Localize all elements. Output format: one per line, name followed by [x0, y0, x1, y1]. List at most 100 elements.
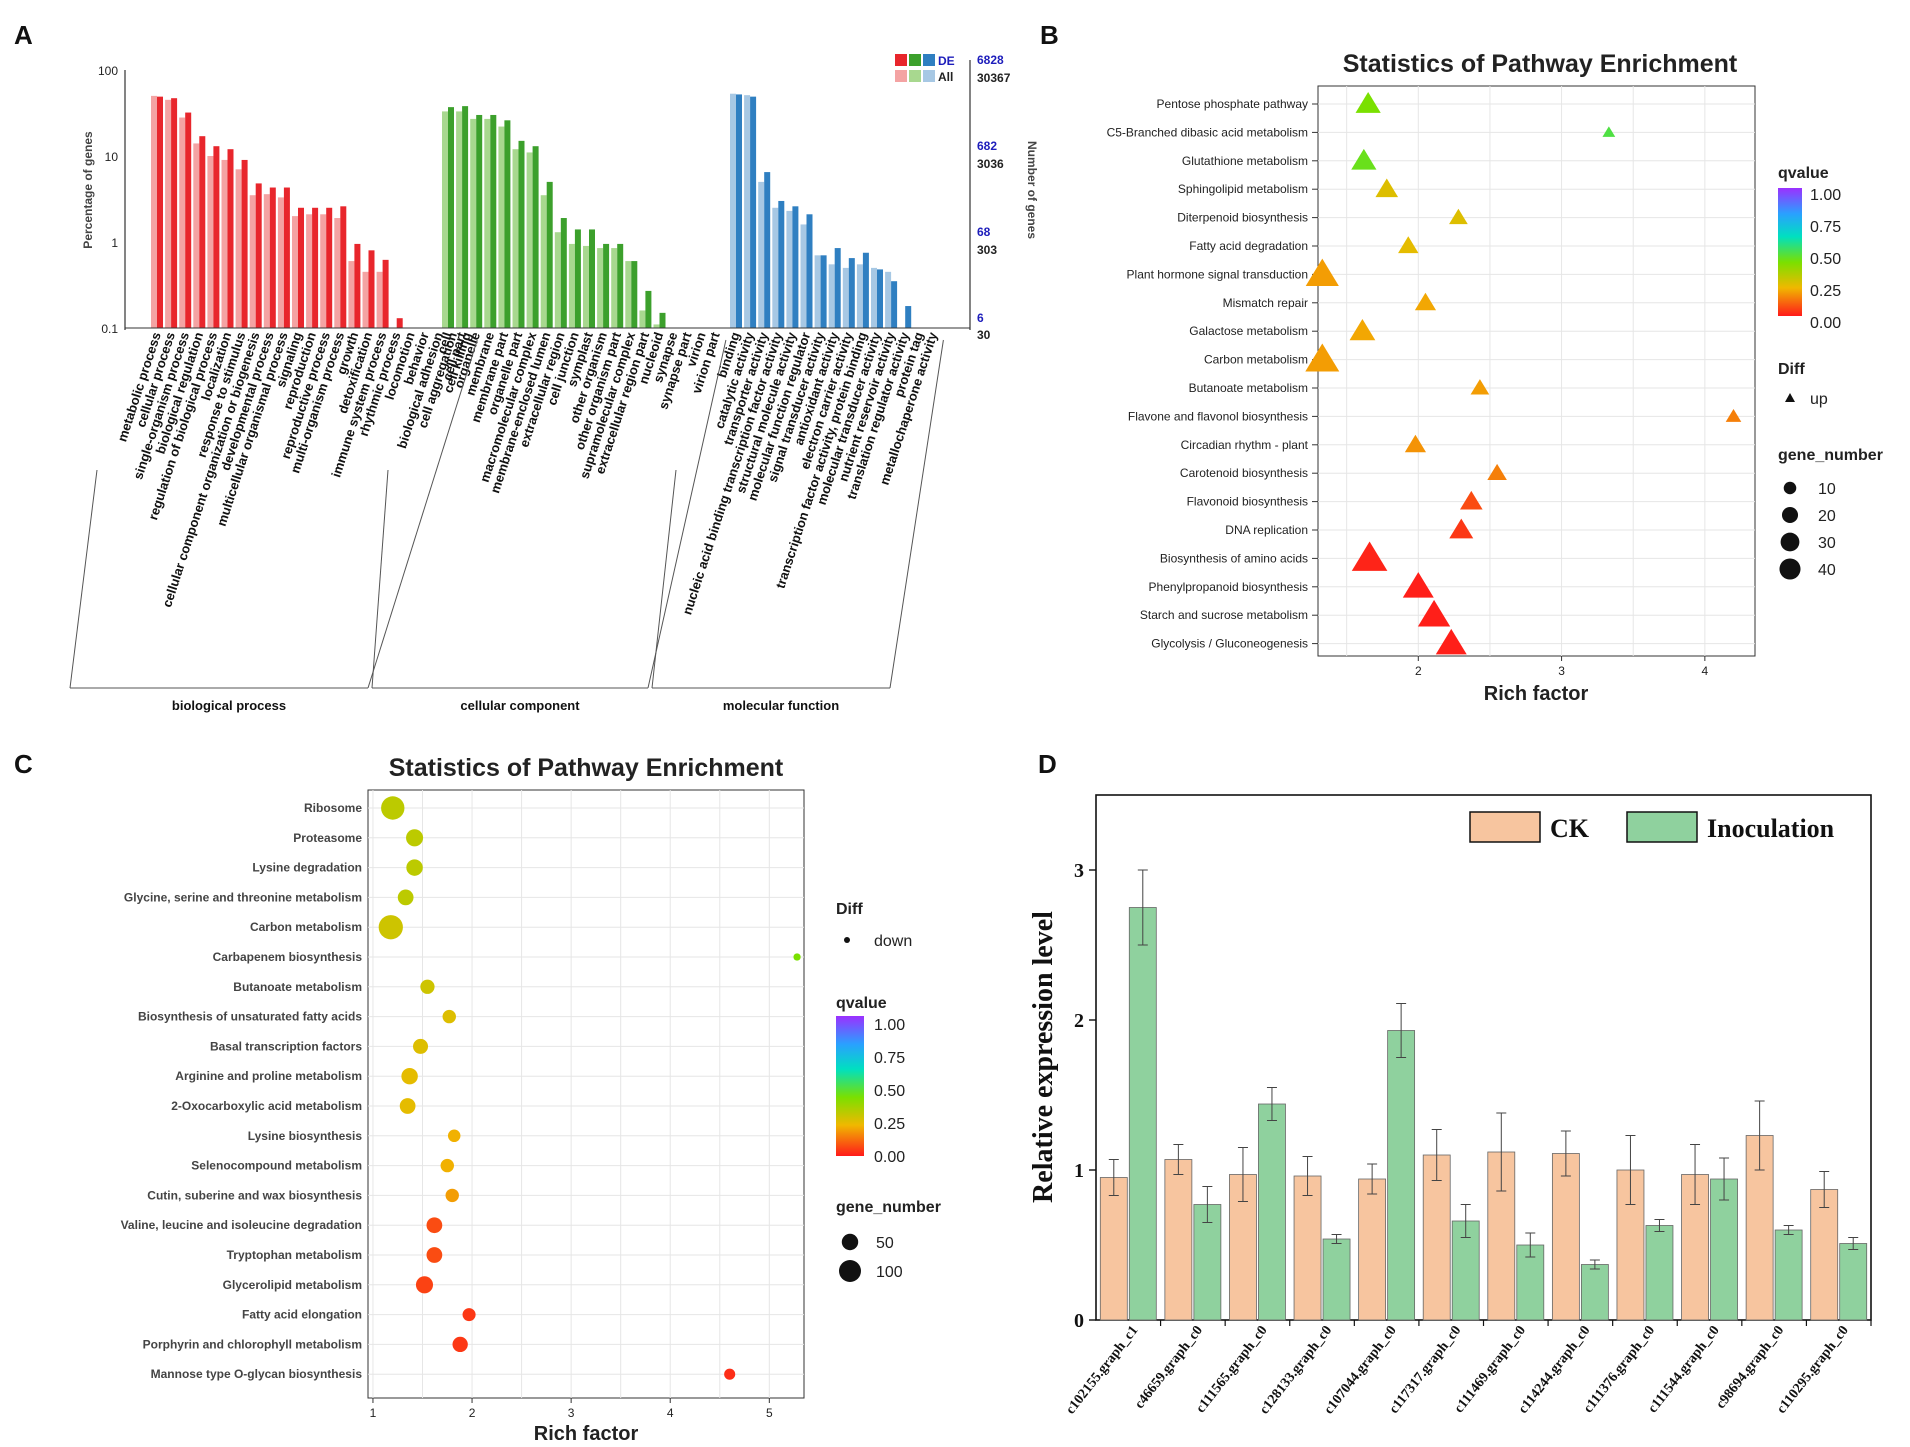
d-bar-ck: [1164, 1159, 1193, 1321]
go-bar-de-cc: [560, 218, 567, 328]
legend-swatch-cc-all: [909, 70, 921, 82]
c-xtick-label: 5: [766, 1406, 773, 1420]
d-category-label: c98694.graph_c0: [1713, 1323, 1787, 1412]
go-bar-all-cc: [583, 245, 589, 328]
b-xtick-label: 2: [1415, 664, 1422, 678]
b-size-legend-dot: [1780, 532, 1800, 552]
panel-b-label: B: [1040, 20, 1059, 50]
d-bar-ck: [1422, 1154, 1451, 1321]
go-bar-all-mf: [885, 271, 892, 328]
go-bar-de-mf: [905, 306, 912, 328]
go-bar-all-bp: [151, 95, 157, 328]
b-enrichment-triangle: [1305, 258, 1339, 287]
panel-b: B Statistics of Pathway Enrichment Pento…: [1040, 20, 1883, 705]
b-pathway-label: Fatty acid degradation: [1189, 239, 1308, 253]
go-bar-all-cc: [498, 126, 505, 328]
b-size-legend-dot: [1783, 481, 1797, 495]
a-ytick: 1: [111, 236, 118, 250]
go-bar-de-bp: [396, 318, 403, 328]
go-bar-all-cc: [554, 232, 561, 328]
c-pathway-label: Carbon metabolism: [250, 920, 362, 934]
b-enrichment-triangle: [1602, 126, 1616, 137]
go-bar-all-mf: [814, 255, 821, 328]
a-all-tick: 3036: [977, 157, 1004, 171]
c-q-tick: 1.00: [874, 1017, 905, 1034]
d-bar-ck: [1293, 1175, 1322, 1321]
panel-b-plot-area: [1317, 85, 1756, 657]
go-bar-all-mf: [758, 181, 765, 328]
c-q-tick: 0.00: [874, 1149, 905, 1166]
go-bar-de-mf: [862, 252, 869, 328]
legend-swatch-cc-de: [909, 54, 921, 66]
panel-b-title: Statistics of Pathway Enrichment: [1343, 50, 1738, 78]
d-category-label: c111376.graph_c0: [1581, 1323, 1658, 1416]
c-size-legend-dot: [839, 1260, 861, 1282]
c-enrichment-dot: [378, 915, 403, 940]
b-pathway-label: Carbon metabolism: [1204, 353, 1308, 367]
b-pathway-label: Galactose metabolism: [1189, 324, 1308, 338]
go-bar-all-mf: [786, 210, 793, 328]
d-category-label: c46659.graph_c0: [1132, 1323, 1206, 1412]
go-bar-de-bp: [157, 96, 163, 329]
c-pathway-label: 2-Oxocarboxylic acid metabolism: [171, 1099, 362, 1113]
b-pathway-label: Plant hormone signal transduction: [1127, 267, 1308, 281]
d-bar-inoculation: [1193, 1204, 1222, 1321]
go-bar-de-mf: [877, 269, 883, 328]
go-bar-de-mf: [792, 206, 799, 328]
panel-b-xticks: 2 3 4: [1415, 656, 1709, 678]
b-pathway-label: Diterpenoid biosynthesis: [1177, 211, 1308, 225]
go-bar-all-cc: [456, 111, 463, 328]
go-bar-de-cc: [518, 140, 525, 328]
go-bar-de-mf: [778, 200, 785, 328]
c-diff-label: down: [874, 933, 912, 950]
b-enrichment-triangle: [1417, 599, 1451, 627]
legend-all-label: All: [938, 70, 953, 84]
go-bar-de-mf: [834, 248, 841, 328]
go-bar-de-mf: [848, 258, 855, 328]
c-xtick-label: 3: [568, 1406, 575, 1420]
go-bar-all-cc: [512, 149, 519, 328]
go-bar-de-mf: [820, 255, 827, 328]
b-pathway-label: Glycolysis / Gluconeogenesis: [1151, 637, 1308, 651]
b-enrichment-triangle: [1459, 490, 1483, 510]
go-bar-de-bp: [382, 259, 389, 328]
c-pathway-label: Lysine biosynthesis: [248, 1129, 363, 1143]
legend-ck-swatch: [1469, 811, 1541, 843]
go-bar-de-cc: [659, 312, 666, 328]
b-pathway-label: Phenylpropanoid biosynthesis: [1149, 580, 1308, 594]
go-bar-de-cc: [603, 243, 610, 328]
panel-c-grid: [368, 790, 804, 1398]
go-bar-all-cc: [484, 118, 491, 329]
go-bar-de-bp: [213, 146, 220, 328]
go-bar-de-bp: [241, 159, 248, 328]
b-enrichment-triangle: [1375, 178, 1399, 198]
panel-c-marks: [378, 796, 801, 1380]
legend-inoculation-label: Inoculation: [1707, 814, 1835, 843]
b-pathway-label: Starch and sucrose metabolism: [1140, 608, 1308, 622]
d-bar-inoculation: [1580, 1264, 1609, 1321]
b-pathway-label: Biosynthesis of amino acids: [1160, 551, 1308, 565]
go-bar-de-bp: [171, 98, 178, 328]
b-enrichment-triangle: [1355, 92, 1381, 113]
b-enrichment-triangle: [1404, 434, 1427, 453]
b-enrichment-triangle: [1305, 343, 1340, 372]
go-category-label: cell: [434, 330, 455, 355]
d-bar-inoculation: [1387, 1030, 1416, 1321]
go-bar-all-cc: [470, 118, 477, 329]
b-pathway-label: Sphingolipid metabolism: [1178, 182, 1308, 196]
panel-d-yticks: 0 1 2 3: [1074, 860, 1096, 1332]
c-enrichment-dot: [415, 1276, 434, 1294]
go-group-label: molecular function: [723, 698, 839, 713]
a-all-tick: 303: [977, 243, 997, 257]
legend-ck-label: CK: [1550, 814, 1590, 843]
go-bar-all-cc: [568, 243, 575, 328]
go-bar-de-cc: [504, 120, 511, 329]
b-pathway-label: Glutathione metabolism: [1182, 154, 1308, 168]
c-pathway-label: Biosynthesis of unsaturated fatty acids: [138, 1010, 362, 1024]
d-bar-ck: [1099, 1177, 1128, 1321]
c-pathway-label: Arginine and proline metabolism: [175, 1069, 362, 1083]
panel-c-label: C: [14, 749, 33, 779]
go-bar-all-bp: [376, 271, 383, 328]
panel-c-pathway-labels: Ribosome Proteasome Lysine degradation Glyc…: [121, 801, 363, 1381]
go-bar-all-cc: [639, 310, 646, 328]
